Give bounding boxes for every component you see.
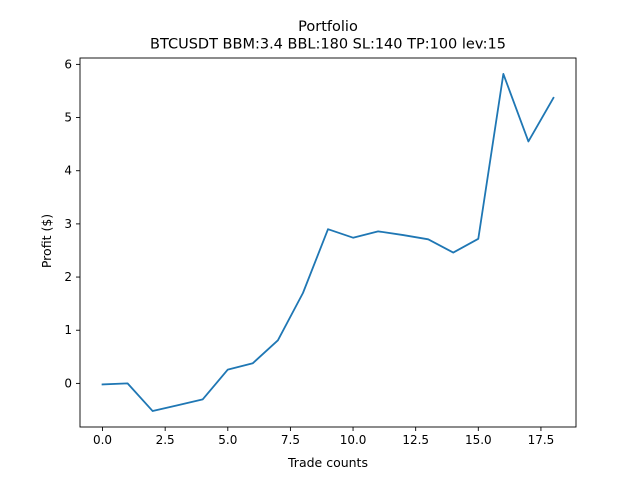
plot-area — [101, 73, 555, 412]
x-axis-label: Trade counts — [287, 455, 368, 470]
y-tick-label: 1 — [64, 323, 72, 337]
y-tick-label: 5 — [64, 111, 72, 125]
x-tick-label: 2.5 — [156, 433, 175, 447]
x-tick-label: 10.0 — [340, 433, 367, 447]
chart-subtitle: BTCUSDT BBM:3.4 BBL:180 SL:140 TP:100 le… — [150, 37, 506, 53]
x-tick-label: 12.5 — [402, 433, 429, 447]
axes-frame — [79, 57, 577, 428]
x-tick-label: 17.5 — [528, 433, 555, 447]
y-tick-label: 6 — [64, 57, 72, 71]
axis-ticks: 0.0 2.5 5.0 7.5 10.0 12.5 15.0 17.5 0 1 2 3 4 5 6 — [64, 57, 554, 447]
x-tick-label: 5.0 — [218, 433, 237, 447]
x-tick-label: 0.0 — [93, 433, 112, 447]
y-tick-label: 4 — [64, 164, 72, 178]
y-tick-label: 3 — [64, 217, 72, 231]
x-tick-label: 15.0 — [465, 433, 492, 447]
y-tick-label: 2 — [64, 270, 72, 284]
y-tick-label: 0 — [64, 376, 72, 390]
x-tick-label: 7.5 — [281, 433, 300, 447]
y-axis-label: Profit ($) — [39, 214, 54, 268]
chart-title: Portfolio — [298, 19, 358, 35]
series-line-0 — [101, 73, 555, 412]
